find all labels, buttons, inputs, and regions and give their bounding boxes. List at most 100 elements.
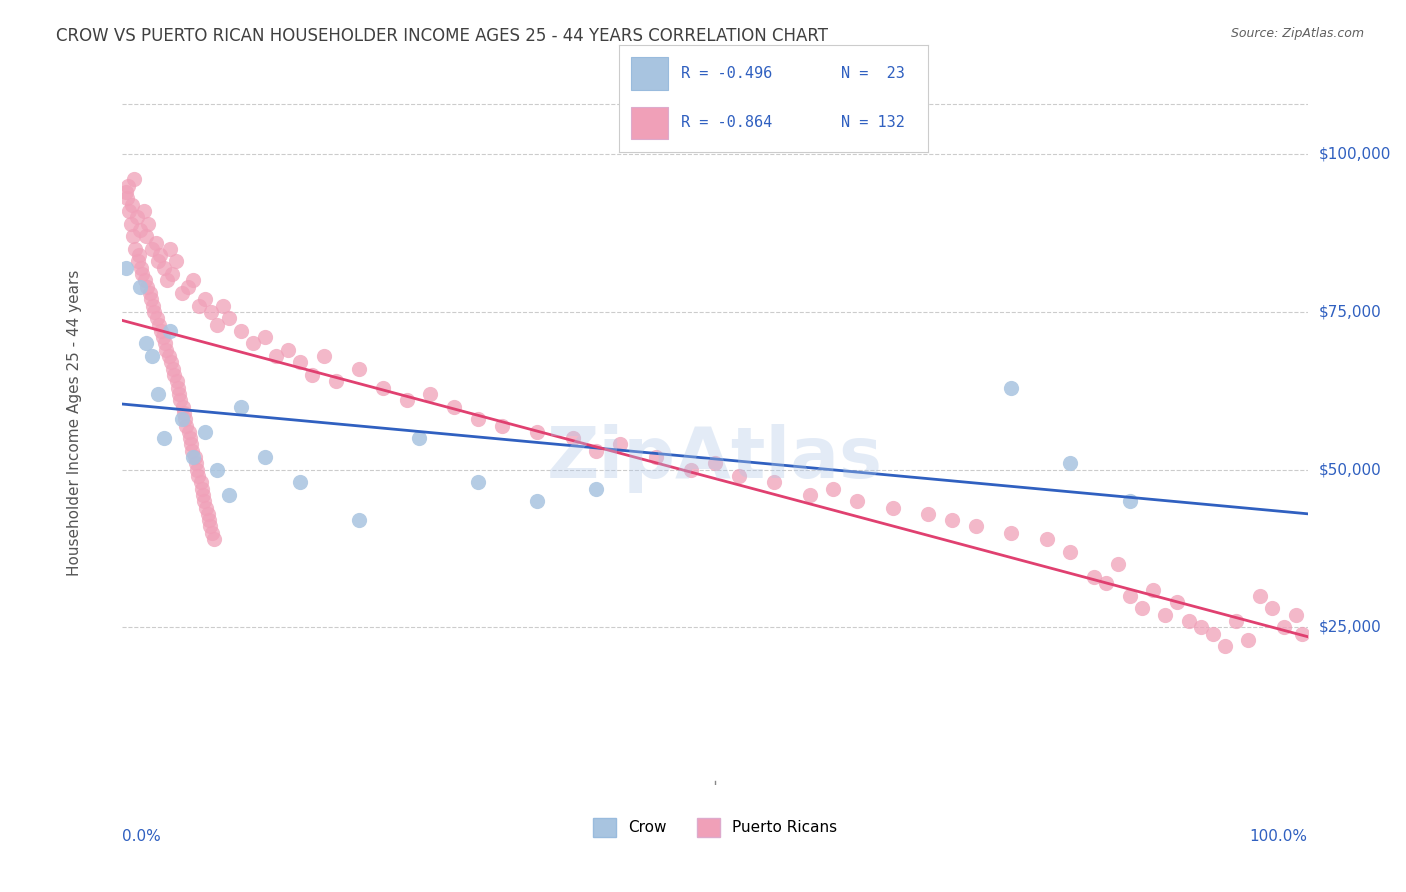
Point (799, 488, 821, 502)
Point (1178, 614, 1201, 628)
Point (1285, 607, 1308, 622)
Text: $50,000: $50,000 (1319, 462, 1381, 477)
Point (1202, 626, 1225, 640)
Point (443, 400, 465, 414)
Point (1261, 601, 1284, 615)
Point (183, 450, 205, 464)
Point (141, 242, 163, 256)
Point (1130, 601, 1153, 615)
Point (823, 482, 845, 496)
Point (159, 324, 181, 338)
Point (120, 217, 142, 231)
Point (148, 318, 170, 332)
Point (165, 254, 187, 268)
Point (187, 469, 209, 483)
Point (882, 500, 904, 515)
Point (179, 431, 201, 445)
Point (153, 336, 176, 351)
Point (288, 475, 311, 490)
Point (176, 279, 198, 293)
Point (198, 513, 221, 527)
Point (129, 223, 152, 237)
Text: Householder Income Ages 25 - 44 years: Householder Income Ages 25 - 44 years (67, 269, 83, 575)
Point (253, 330, 276, 344)
Point (194, 425, 217, 439)
Point (128, 248, 150, 262)
Point (491, 418, 513, 433)
Point (1154, 607, 1177, 622)
Text: $100,000: $100,000 (1319, 146, 1391, 161)
Point (135, 336, 157, 351)
Point (124, 242, 146, 256)
Point (609, 437, 631, 451)
Point (1166, 595, 1188, 609)
Point (349, 513, 371, 527)
Point (266, 349, 288, 363)
Point (1249, 589, 1271, 603)
Point (115, 185, 138, 199)
Point (965, 519, 987, 533)
Point (1225, 614, 1247, 628)
Point (153, 431, 176, 445)
Point (183, 273, 205, 287)
Point (1000, 525, 1022, 540)
Point (157, 349, 180, 363)
Point (131, 267, 153, 281)
Point (561, 431, 583, 445)
Point (143, 305, 166, 319)
Point (135, 229, 157, 244)
Point (419, 387, 441, 401)
Point (201, 525, 224, 540)
Point (190, 482, 212, 496)
Point (763, 475, 786, 490)
Point (183, 450, 205, 464)
Point (197, 507, 219, 521)
Point (1036, 532, 1059, 546)
Text: 100.0%: 100.0% (1250, 829, 1308, 844)
Point (190, 475, 212, 490)
Point (277, 343, 299, 357)
Point (1142, 582, 1164, 597)
Point (181, 443, 204, 458)
Point (200, 305, 222, 319)
Point (122, 229, 145, 244)
Point (141, 349, 163, 363)
Point (136, 279, 159, 293)
Point (118, 204, 141, 219)
Point (312, 349, 335, 363)
Point (134, 273, 156, 287)
Point (153, 260, 176, 275)
Point (177, 425, 200, 439)
Point (1237, 632, 1260, 647)
Point (184, 456, 207, 470)
Point (170, 286, 193, 301)
Point (349, 361, 371, 376)
Text: CROW VS PUERTO RICAN HOUSEHOLDER INCOME AGES 25 - 44 YEARS CORRELATION CHART: CROW VS PUERTO RICAN HOUSEHOLDER INCOME … (56, 27, 828, 45)
Point (526, 494, 548, 508)
Point (325, 375, 347, 389)
Point (467, 475, 489, 490)
Point (127, 254, 149, 268)
Point (162, 361, 184, 376)
Point (166, 375, 188, 389)
Point (176, 418, 198, 433)
Point (115, 191, 138, 205)
Text: R = -0.496: R = -0.496 (681, 66, 772, 81)
Point (212, 299, 235, 313)
Point (218, 311, 240, 326)
Point (169, 393, 191, 408)
Point (1000, 381, 1022, 395)
Point (585, 443, 607, 458)
Point (145, 311, 167, 326)
Point (371, 381, 394, 395)
Legend: Crow, Puerto Ricans: Crow, Puerto Ricans (586, 812, 844, 843)
Point (727, 469, 749, 483)
Point (1107, 558, 1129, 572)
Point (149, 248, 172, 262)
Point (122, 172, 145, 186)
Point (186, 463, 208, 477)
Point (129, 260, 152, 275)
Point (681, 463, 703, 477)
Point (917, 507, 939, 521)
Point (174, 412, 197, 426)
